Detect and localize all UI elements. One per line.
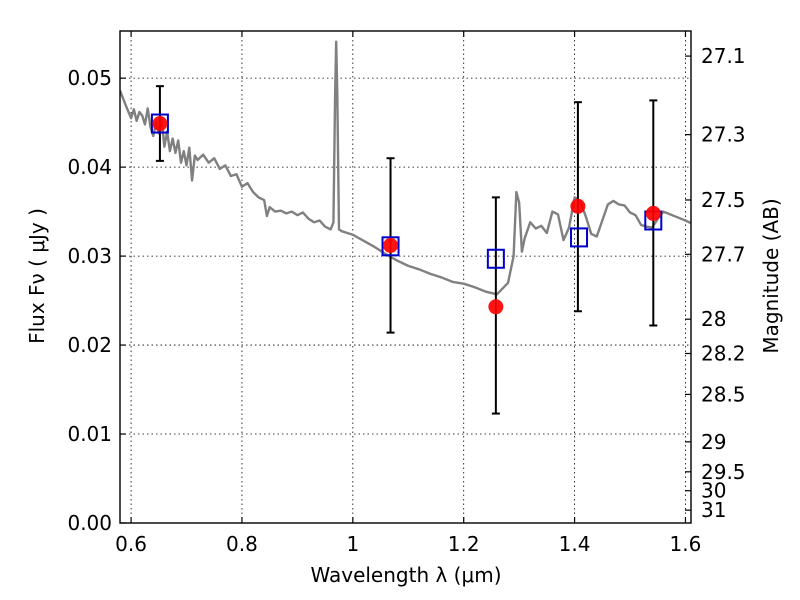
y-axis-ticks: 0.00 0.01 0.02 0.03 0.04 0.05 — [67, 66, 126, 535]
x-tick-label: 0.8 — [226, 532, 258, 556]
observed-flux-point — [152, 116, 168, 132]
grid — [120, 31, 691, 524]
x-tick-label: 1.4 — [559, 532, 591, 556]
right-tick-label: 29.5 — [701, 460, 746, 484]
observed-flux-point — [488, 299, 504, 315]
x-tick-label: 1.6 — [670, 532, 702, 556]
right-tick-label: 27.1 — [701, 44, 746, 68]
right-tick-label: 29 — [701, 430, 726, 454]
x-tick-label: 1 — [346, 532, 359, 556]
right-tick-label: 31 — [701, 498, 726, 522]
model-band-flux-square — [381, 236, 400, 257]
x-tick-label: 0.6 — [115, 532, 147, 556]
right-tick-label: 28.5 — [701, 382, 746, 406]
y-tick-label: 0.05 — [67, 66, 112, 90]
observed-flux-point — [570, 198, 586, 214]
model-band-flux-square — [150, 113, 169, 134]
y-axis-label: Flux Fν ( μJy ) — [25, 208, 49, 344]
right-tick-label: 27.3 — [701, 123, 746, 147]
y-tick-label: 0.02 — [67, 333, 112, 357]
y-tick-label: 0.04 — [67, 155, 112, 179]
x-axis-label: Wavelength λ (μm) — [310, 563, 501, 587]
y-tick-label: 0.03 — [67, 244, 112, 268]
observed-flux-point — [383, 237, 399, 253]
right-axis-label: Magnitude (AB) — [759, 198, 783, 353]
right-tick-label: 28 — [701, 307, 726, 331]
x-axis-ticks: 0.6 0.8 1 1.2 1.4 1.6 — [115, 31, 701, 556]
right-tick-label: 27.7 — [701, 242, 746, 266]
axes-frame — [119, 30, 692, 524]
observed-flux-point — [645, 205, 661, 221]
y-tick-label: 0.00 — [67, 511, 112, 535]
plot-border — [119, 30, 692, 524]
right-tick-label: 28.2 — [701, 341, 746, 365]
plot-area — [120, 40, 691, 415]
right-tick-label: 27.5 — [701, 188, 746, 212]
model-band-flux-square — [570, 227, 589, 248]
model-band-flux-square — [486, 248, 505, 269]
y-tick-label: 0.01 — [67, 422, 112, 446]
x-tick-label: 1.2 — [448, 532, 480, 556]
right-tick-label: 30 — [701, 479, 726, 503]
